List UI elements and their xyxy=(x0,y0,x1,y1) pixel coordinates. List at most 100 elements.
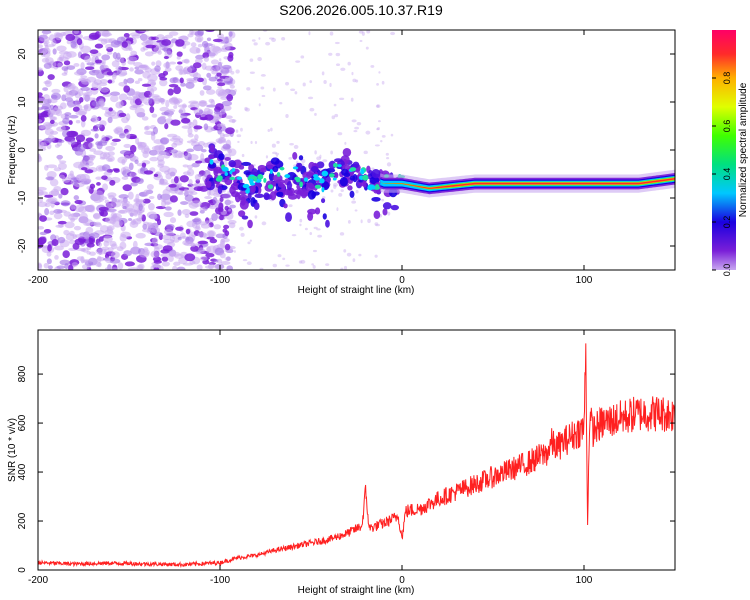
noise-blob xyxy=(145,44,157,49)
track-hotspot xyxy=(257,174,264,180)
track-blob xyxy=(382,208,388,216)
noise-blob xyxy=(65,33,76,42)
noise-dot xyxy=(387,211,391,216)
noise-blob xyxy=(161,256,169,262)
track-blob xyxy=(362,179,367,188)
noise-blob xyxy=(72,106,80,112)
noise-dot xyxy=(390,31,396,36)
track-hotspot xyxy=(267,184,272,189)
track-hotspot xyxy=(224,172,228,176)
track-hotspot xyxy=(236,176,242,180)
noise-blob xyxy=(151,61,156,66)
noise-blob xyxy=(140,47,146,52)
snr-x-tick-label: 0 xyxy=(399,575,405,586)
noise-blob xyxy=(129,135,137,140)
track-hotspot xyxy=(367,184,375,188)
track-blob xyxy=(373,210,381,220)
noise-blob xyxy=(47,244,52,252)
noise-blob xyxy=(177,236,182,241)
noise-blob xyxy=(118,112,127,118)
noise-blob xyxy=(189,30,194,36)
noise-dot xyxy=(381,80,385,85)
noise-dot xyxy=(218,36,223,40)
noise-dot xyxy=(374,254,378,258)
track-hotspot xyxy=(242,183,250,189)
track-hotspot xyxy=(292,166,299,170)
track-hotspot xyxy=(321,170,329,177)
noise-dot xyxy=(210,44,216,48)
noise-blob xyxy=(197,43,203,48)
noise-blob xyxy=(165,173,172,180)
noise-blob xyxy=(101,106,110,111)
noise-blob xyxy=(86,250,91,255)
noise-dot xyxy=(331,115,336,120)
track-blob xyxy=(310,166,319,173)
noise-dot xyxy=(246,87,251,91)
noise-blob xyxy=(105,43,113,50)
noise-dot xyxy=(226,45,231,51)
noise-blob xyxy=(143,170,154,175)
noise-blob xyxy=(226,265,233,270)
noise-blob xyxy=(62,250,70,259)
noise-blob xyxy=(199,90,205,96)
noise-blob xyxy=(194,35,204,43)
noise-blob xyxy=(215,88,226,97)
noise-dot xyxy=(378,71,381,74)
noise-blob xyxy=(53,209,63,214)
snr-plot-area xyxy=(38,343,675,569)
noise-blob xyxy=(76,143,86,152)
noise-blob xyxy=(38,141,45,148)
noise-blob xyxy=(143,189,150,196)
track-blob xyxy=(229,186,236,195)
noise-blob xyxy=(214,259,219,263)
noise-blob xyxy=(130,182,138,187)
noise-blob xyxy=(142,223,148,230)
noise-dot xyxy=(288,156,293,160)
noise-blob xyxy=(158,265,164,270)
noise-blob xyxy=(225,127,235,135)
snr-frame xyxy=(37,329,676,571)
noise-dot xyxy=(251,39,256,42)
noise-blob xyxy=(199,209,205,214)
noise-blob xyxy=(125,113,131,121)
noise-blob xyxy=(168,61,177,65)
noise-blob xyxy=(182,164,189,168)
noise-dot xyxy=(311,263,314,266)
noise-blob xyxy=(180,117,191,124)
noise-dot xyxy=(314,112,317,116)
snr-x-tick-label: -100 xyxy=(210,575,230,586)
noise-dot xyxy=(355,79,359,83)
noise-blob xyxy=(127,56,138,62)
noise-blob xyxy=(154,65,161,72)
noise-blob xyxy=(45,123,56,127)
noise-dot xyxy=(346,252,352,257)
noise-blob xyxy=(163,62,171,69)
noise-dot xyxy=(285,114,289,118)
noise-blob xyxy=(137,209,142,216)
noise-dot xyxy=(304,227,308,231)
noise-dot xyxy=(321,71,325,76)
noise-blob xyxy=(150,133,156,141)
noise-blob xyxy=(189,46,200,54)
noise-blob xyxy=(201,40,209,48)
noise-dot xyxy=(344,141,347,145)
noise-dot xyxy=(367,218,371,224)
noise-blob xyxy=(187,164,193,170)
noise-blob xyxy=(187,133,194,138)
noise-blob xyxy=(182,240,191,246)
noise-dot xyxy=(336,207,339,212)
noise-blob xyxy=(74,238,85,245)
noise-dot xyxy=(300,55,305,59)
noise-dot xyxy=(365,130,371,135)
noise-dot xyxy=(271,143,276,148)
noise-blob xyxy=(123,32,130,38)
noise-blob xyxy=(184,152,192,161)
noise-dot xyxy=(218,58,222,62)
noise-blob xyxy=(204,195,212,200)
noise-blob xyxy=(208,76,218,82)
noise-blob xyxy=(94,133,99,139)
noise-blob xyxy=(110,200,122,208)
noise-blob xyxy=(80,75,88,79)
noise-dot xyxy=(276,140,280,144)
noise-blob xyxy=(57,220,67,225)
